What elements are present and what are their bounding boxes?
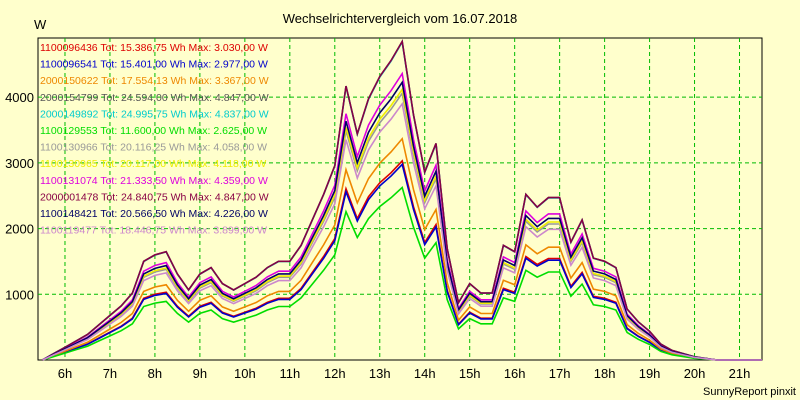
- x-tick-label: 13h: [369, 366, 391, 381]
- legend-entry: 2000149892 Tot: 24.995,75 Wh Max: 4.837,…: [40, 108, 269, 120]
- series-line-11: [42, 101, 762, 361]
- legend-entry: 1100129553 Tot: 11.600,00 Wh Max: 2.625,…: [40, 125, 267, 137]
- x-tick-label: 16h: [504, 366, 526, 381]
- x-tick-label: 17h: [549, 366, 571, 381]
- series-line-9: [42, 39, 762, 361]
- y-axis-unit: W: [34, 17, 47, 32]
- x-tick-label: 12h: [324, 366, 346, 381]
- series-line-2: [42, 136, 762, 361]
- legend-entry: 1100096436 Tot: 15.386,75 Wh Max: 3.030,…: [40, 42, 268, 54]
- x-tick-label: 8h: [148, 366, 162, 381]
- x-axis-ticks: 6h 7h 8h 9h 10h 11h 12h 13h 14h 15h 16h 17h 18h 19h 20…: [58, 366, 751, 381]
- x-tick-label: 14h: [414, 366, 436, 381]
- chart-title: Wechselrichtervergleich vom 16.07.2018: [283, 11, 518, 26]
- y-axis-ticks: 1000 2000 3000 4000: [5, 90, 34, 302]
- x-tick-label: 20h: [684, 366, 706, 381]
- y-tick-label: 4000: [5, 90, 34, 105]
- x-tick-label: 10h: [234, 366, 256, 381]
- legend-entry: 1100096541 Tot: 15.401,00 Wh Max: 2.977,…: [40, 59, 268, 71]
- legend-entry: 2000154799 Tot: 24.594,00 Wh Max: 4.847,…: [40, 92, 269, 104]
- legend-entry: 2000150622 Tot: 17.554,13 Wh Max: 3.367,…: [40, 75, 269, 87]
- series-line-5: [42, 186, 762, 361]
- legend-entry: 1100119477 Tot: 18.446,75 Wh Max: 3.899,…: [40, 225, 267, 237]
- y-tick-label: 3000: [5, 156, 34, 171]
- legend-entry: 1100130965 Tot: 20.117,00 Wh Max: 4.118,…: [40, 158, 266, 170]
- x-tick-label: 19h: [639, 366, 661, 381]
- y-tick-label: 2000: [5, 222, 34, 237]
- x-tick-label: 18h: [594, 366, 616, 381]
- legend-entry: 1100131074 Tot: 21.333,50 Wh Max: 4.359,…: [40, 175, 268, 187]
- legend-entry: 1100130966 Tot: 20.116,25 Wh Max: 4.058,…: [40, 142, 267, 154]
- legend-entry: 1100148421 Tot: 20.566,50 Wh Max: 4.226,…: [40, 208, 268, 220]
- series-line-10: [42, 80, 762, 361]
- x-tick-label: 9h: [193, 366, 207, 381]
- x-tick-label: 11h: [279, 366, 300, 381]
- x-tick-label: 7h: [103, 366, 117, 381]
- series-line-8: [42, 71, 762, 361]
- legend-entry: 2000001478 Tot: 24.840,75 Wh Max: 4.847,…: [40, 191, 269, 203]
- series-lines: [42, 39, 762, 361]
- x-tick-label: 21h: [729, 366, 751, 381]
- footer-credit: SunnyReport pinxit: [703, 386, 796, 398]
- x-tick-label: 15h: [459, 366, 481, 381]
- legend: 1100096436 Tot: 15.386,75 Wh Max: 3.030,…: [40, 42, 269, 237]
- series-line-1: [42, 162, 762, 361]
- y-tick-label: 1000: [5, 287, 34, 302]
- x-tick-label: 6h: [58, 366, 72, 381]
